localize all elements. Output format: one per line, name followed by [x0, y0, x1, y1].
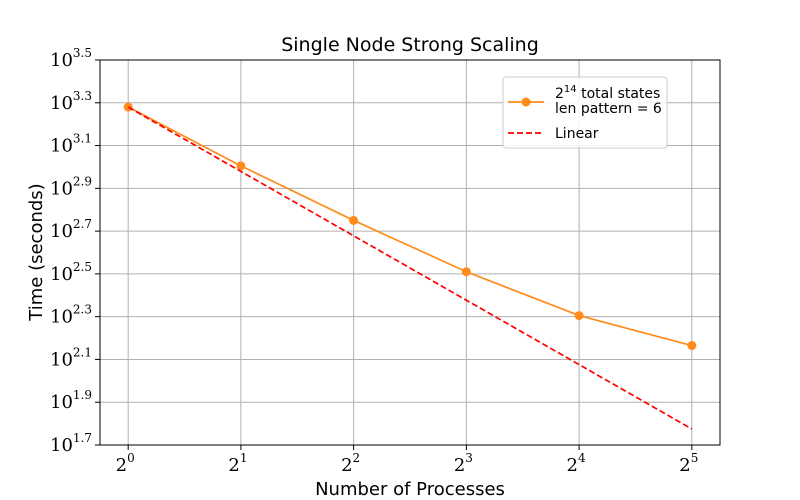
y-tick-label: 103.3: [50, 89, 92, 114]
linear-series-line: [127, 106, 693, 430]
data-point: [574, 311, 584, 321]
y-tick-label: 102.1: [50, 345, 92, 370]
x-tick-label: 25: [679, 451, 698, 476]
y-tick-label: 102.3: [50, 303, 92, 328]
orange-series-line: [127, 106, 693, 347]
plot-frame: [99, 59, 721, 446]
legend-label-series-1: 214 total states: [555, 84, 660, 102]
legend-label-series-1-line-2: len pattern = 6: [555, 101, 662, 117]
y-tick-label: 101.9: [50, 388, 92, 413]
legend-label-linear: Linear: [555, 126, 599, 142]
legend-box: [502, 76, 668, 149]
y-tick-label: 103.5: [50, 46, 92, 71]
x-tick-label: 23: [454, 451, 473, 476]
data-point: [349, 215, 359, 225]
series-group: [123, 102, 697, 430]
chart-title: Single Node Strong Scaling: [281, 34, 539, 56]
x-axis-ticks: 20 21 22 23 24 25: [116, 451, 699, 476]
data-point: [236, 161, 246, 171]
y-tick-label: 102.9: [50, 174, 92, 199]
x-tick-label: 24: [567, 451, 586, 476]
x-tick-label: 22: [341, 451, 360, 476]
x-tick-label: 21: [228, 451, 247, 476]
grid-lines: [100, 59, 720, 446]
data-point: [123, 102, 133, 112]
data-point: [687, 341, 697, 351]
legend-orange-marker: [521, 97, 531, 107]
x-tick-label: 20: [116, 451, 135, 476]
x-axis-label: Number of Processes: [315, 479, 505, 500]
y-tick-label: 103.1: [50, 132, 92, 157]
y-tick-label: 102.7: [50, 217, 92, 242]
axes: [95, 59, 721, 450]
y-axis-ticks: 103.5 103.3 103.1 102.9 102.7 102.5 102.3 102.1…: [50, 46, 92, 456]
y-axis-label: Time (seconds): [26, 183, 47, 321]
y-tick-label: 102.5: [50, 260, 92, 285]
data-point: [461, 267, 471, 277]
y-tick-label: 101.7: [50, 431, 92, 456]
